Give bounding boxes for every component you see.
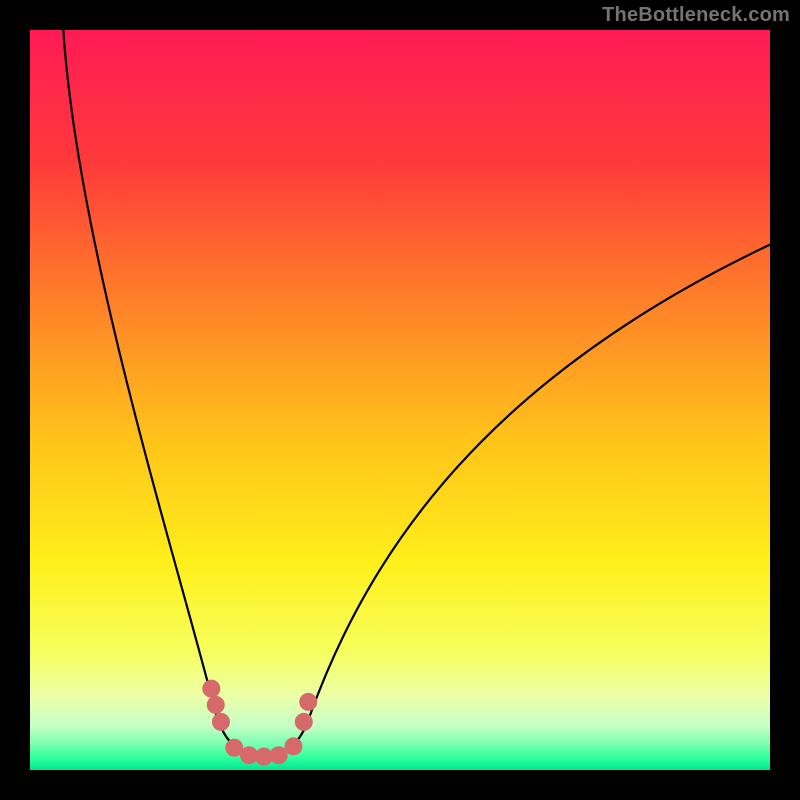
chart-svg bbox=[0, 0, 800, 800]
marker-dot bbox=[203, 680, 220, 697]
marker-dot bbox=[300, 693, 317, 710]
watermark-text: TheBottleneck.com bbox=[602, 4, 790, 27]
marker-dot bbox=[270, 747, 287, 764]
marker-dot bbox=[285, 738, 302, 755]
marker-dot bbox=[207, 696, 224, 713]
plot-background bbox=[30, 30, 770, 770]
marker-dot bbox=[295, 713, 312, 730]
chart-frame bbox=[0, 0, 800, 800]
marker-dot bbox=[212, 713, 229, 730]
